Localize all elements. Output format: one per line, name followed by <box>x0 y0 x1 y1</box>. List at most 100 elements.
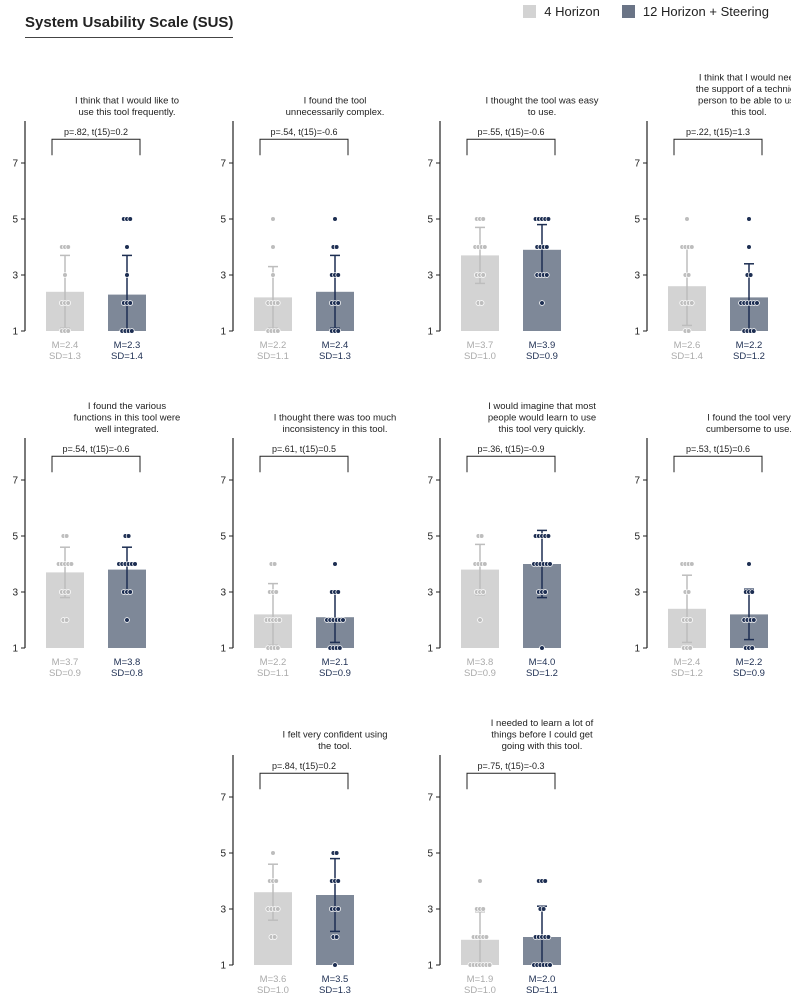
test-statistic-label: p=.61, t(15)=0.5 <box>272 444 336 454</box>
mean-label: M=3.5 <box>322 974 349 985</box>
y-tick-label: 5 <box>427 215 433 226</box>
data-point <box>688 300 695 306</box>
data-point <box>270 850 276 856</box>
chart-title-line: to use. <box>528 107 557 118</box>
y-tick-label: 1 <box>12 327 18 338</box>
data-point <box>274 328 281 334</box>
data-point <box>68 561 75 567</box>
data-point <box>332 561 338 567</box>
mean-label: M=3.8 <box>114 657 141 668</box>
sd-label: SD=1.1 <box>526 985 558 996</box>
data-point <box>332 216 338 222</box>
data-point <box>124 244 130 250</box>
y-tick-label: 3 <box>427 588 433 599</box>
data-point <box>127 216 133 222</box>
data-point <box>65 328 71 334</box>
data-point <box>65 244 71 250</box>
data-point <box>335 589 342 595</box>
chart-title-line: I needed to learn a lot of <box>491 718 594 729</box>
significance-bracket <box>259 138 349 156</box>
mean-label: M=3.9 <box>529 340 556 351</box>
data-point <box>335 878 342 884</box>
test-statistic-label: p=.75, t(15)=-0.3 <box>477 761 544 771</box>
data-point <box>746 244 752 250</box>
chart-title-line: cumbersome to use. <box>706 424 791 435</box>
data-point <box>477 617 483 623</box>
y-tick-label: 5 <box>634 532 640 543</box>
y-tick-label: 1 <box>634 644 640 655</box>
legend: 4 Horizon 12 Horizon + Steering <box>501 4 769 19</box>
y-tick-label: 5 <box>220 849 226 860</box>
y-tick-label: 1 <box>427 644 433 655</box>
data-point <box>271 561 278 567</box>
data-point <box>750 617 757 623</box>
chart-title-line: use this tool frequently. <box>79 107 176 118</box>
mean-label: M=2.4 <box>674 657 701 668</box>
data-point <box>543 244 550 250</box>
significance-bracket <box>466 455 556 473</box>
sd-label: SD=1.2 <box>671 668 703 679</box>
y-tick-label: 3 <box>634 588 640 599</box>
test-statistic-label: p=.22, t(15)=1.3 <box>686 127 750 137</box>
data-point <box>480 906 487 912</box>
chart-title-line: inconsistency in this tool. <box>282 424 387 435</box>
y-tick-label: 7 <box>427 159 433 170</box>
data-point <box>483 934 490 940</box>
data-point <box>276 617 283 623</box>
legend-item-4-horizon: 4 Horizon <box>523 4 600 19</box>
data-point <box>332 962 338 968</box>
mean-label: M=2.2 <box>260 657 287 668</box>
data-point <box>478 300 485 306</box>
test-statistic-label: p=.36, t(15)=-0.9 <box>477 444 544 454</box>
significance-bracket <box>673 455 763 473</box>
data-point <box>542 589 548 595</box>
mean-label: M=2.1 <box>322 657 349 668</box>
data-point <box>486 962 493 968</box>
test-statistic-label: p=.54, t(15)=-0.6 <box>270 127 337 137</box>
y-tick-label: 5 <box>12 215 18 226</box>
mean-label: M=4.0 <box>529 657 556 668</box>
data-point <box>273 878 280 884</box>
y-tick-label: 7 <box>634 159 640 170</box>
sd-label: SD=0.9 <box>464 668 496 679</box>
chart-title-line: things before I could get <box>491 730 593 741</box>
y-tick-label: 1 <box>427 961 433 972</box>
data-point <box>545 533 552 539</box>
chart-title-line: the tool. <box>318 741 352 752</box>
y-tick-label: 7 <box>427 476 433 487</box>
page-title: System Usability Scale (SUS) <box>25 14 234 38</box>
data-point <box>481 244 488 250</box>
data-point <box>274 906 281 912</box>
y-tick-label: 1 <box>220 644 226 655</box>
data-point <box>62 272 68 278</box>
significance-bracket <box>673 138 763 156</box>
chart-title-line: I found the tool <box>304 96 367 107</box>
sd-label: SD=1.0 <box>464 351 496 362</box>
significance-bracket <box>466 772 556 790</box>
sd-label: SD=1.2 <box>733 351 765 362</box>
mean-label: M=1.9 <box>467 974 494 985</box>
chart-title-line: functions in this tool were <box>74 413 181 424</box>
mean-label: M=2.2 <box>736 657 763 668</box>
data-point <box>542 878 548 884</box>
sd-label: SD=1.1 <box>257 668 289 679</box>
data-point <box>335 300 342 306</box>
legend-item-12-horizon-steering: 12 Horizon + Steering <box>621 4 769 19</box>
chart-title-line: this tool very quickly. <box>499 424 586 435</box>
mean-label: M=2.4 <box>52 340 79 351</box>
y-tick-label: 5 <box>220 215 226 226</box>
data-point <box>127 300 133 306</box>
data-point <box>687 617 693 623</box>
data-point <box>477 878 483 884</box>
data-point <box>270 216 276 222</box>
data-point <box>480 216 487 222</box>
significance-bracket <box>259 455 349 473</box>
significance-bracket <box>51 455 141 473</box>
y-tick-label: 7 <box>634 476 640 487</box>
y-tick-label: 7 <box>220 793 226 804</box>
data-point <box>478 533 485 539</box>
data-point <box>124 617 130 623</box>
significance-bracket <box>51 138 141 156</box>
y-tick-label: 1 <box>220 961 226 972</box>
